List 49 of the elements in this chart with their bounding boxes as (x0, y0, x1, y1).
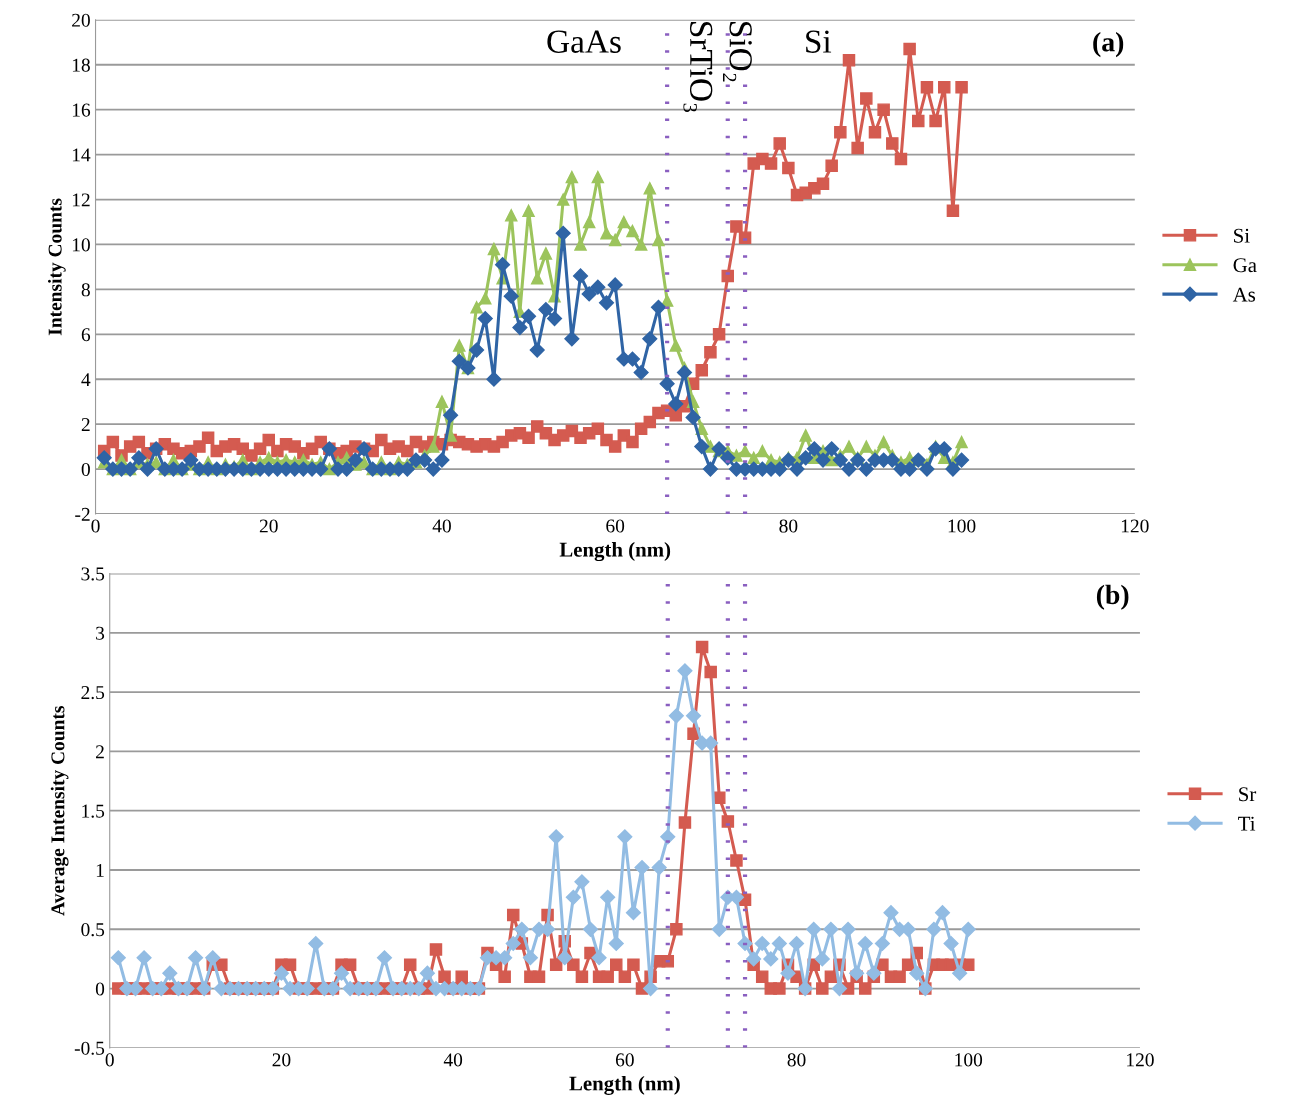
x-tick-label: 40 (443, 1053, 463, 1067)
annotation: SrTiO₃ (683, 22, 713, 112)
y-tick-label: 2 (96, 745, 104, 759)
y-tick-label: 8 (81, 283, 90, 297)
legend-label: Sr (1239, 787, 1257, 802)
x-tick-label: 100 (948, 519, 976, 533)
x-tick-label: 80 (779, 519, 798, 533)
y-tick-label: 16 (72, 103, 91, 117)
y-tick-label: 20 (72, 13, 90, 27)
y-tick-label: 0 (95, 982, 105, 996)
legend-label: Ga (1233, 258, 1257, 273)
x-tick-label: 60 (606, 519, 625, 533)
chart-title: (b) (1096, 584, 1129, 610)
y-tick-label: 2.5 (81, 686, 105, 700)
y-tick-label: -0.5 (74, 1041, 105, 1055)
legend-label: As (1232, 287, 1256, 302)
y-tick-label: 1 (96, 863, 104, 877)
legend-label: Ti (1238, 816, 1256, 831)
y-tick-label: 3 (96, 626, 105, 640)
x-tick-label: 40 (432, 519, 451, 533)
annotation: Si (806, 30, 832, 53)
x-axis-title: Length (nm) (559, 542, 671, 562)
annotation: GaAs (547, 30, 621, 53)
chart-title: (a) (1093, 31, 1124, 58)
y-tick-label: -2 (75, 507, 90, 521)
x-tick-label: 60 (615, 1053, 634, 1067)
x-tick-label: 20 (259, 519, 278, 533)
annotation: SiO₂ (722, 22, 752, 82)
y-axis-title: Average Intensity Counts (50, 706, 69, 916)
y-axis-title: Intensity Counts (47, 198, 66, 336)
y-tick-label: 4 (81, 373, 91, 386)
legend-label: Si (1234, 228, 1250, 243)
y-tick-label: 12 (72, 193, 90, 207)
y-tick-label: 14 (72, 148, 91, 162)
x-tick-label: 120 (1121, 519, 1149, 533)
y-tick-label: 6 (81, 328, 91, 342)
y-tick-label: 3.5 (81, 567, 105, 581)
x-tick-label: 120 (1127, 1053, 1154, 1067)
y-tick-label: 2 (81, 418, 90, 431)
y-tick-label: 0.5 (81, 923, 105, 937)
y-tick-label: 10 (72, 238, 90, 252)
x-tick-label: 100 (955, 1053, 983, 1067)
y-tick-label: 0 (81, 462, 90, 477)
x-tick-label: 0 (105, 1053, 114, 1067)
x-axis-title: Length (nm) (569, 1075, 680, 1095)
y-tick-label: 1.5 (82, 804, 105, 818)
x-tick-label: 20 (272, 1053, 291, 1067)
y-tick-label: 18 (72, 58, 90, 72)
x-tick-label: 80 (787, 1053, 806, 1067)
